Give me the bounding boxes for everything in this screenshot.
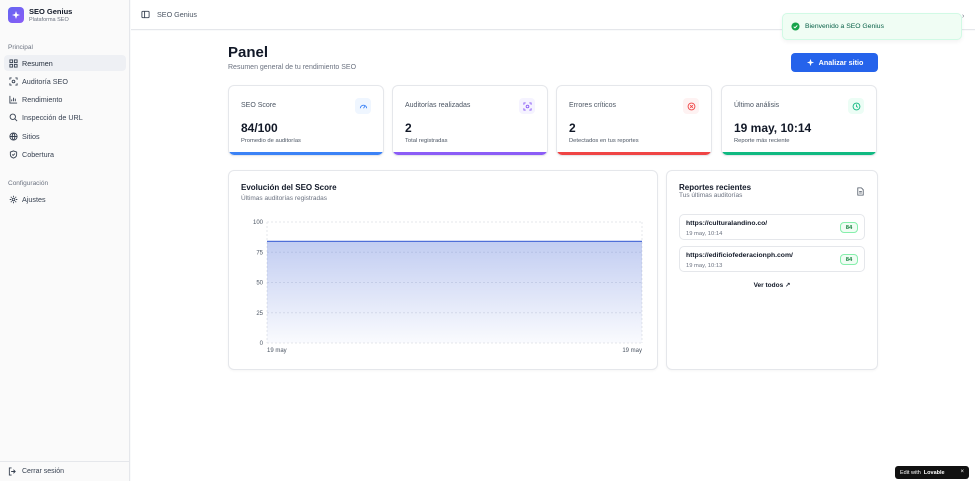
y-tick-label: 0 — [260, 341, 264, 347]
report-item[interactable]: https://edificiofederacionph.com/ 19 may… — [679, 246, 865, 272]
gear-icon — [8, 194, 18, 204]
logout-icon — [8, 467, 18, 477]
lovable-prefix: Edit with — [900, 469, 921, 476]
report-date: 19 may, 10:14 — [686, 231, 723, 237]
y-tick-label: 25 — [256, 311, 263, 317]
seo-score-chart-card: Evolución del SEO Score Últimas auditorí… — [228, 170, 658, 370]
report-url: https://edificiofederacionph.com/ — [686, 252, 793, 259]
nav-config: Ajustes — [4, 191, 126, 209]
clock-icon — [848, 98, 864, 114]
stat-value: 2 — [405, 121, 412, 135]
sparkles-icon — [8, 7, 24, 23]
sidebar-item-label: Rendimiento — [22, 95, 63, 105]
lovable-brand: Lovable — [923, 469, 945, 476]
stat-value: 19 may, 10:14 — [734, 121, 812, 135]
stat-label: Último análisis — [734, 102, 780, 109]
sidebar-item-label: Cobertura — [22, 149, 54, 159]
main-content: Panel Resumen general de tu rendimiento … — [131, 31, 975, 481]
sidebar-item-label: Inspección de URL — [22, 113, 83, 123]
globe-icon — [8, 131, 18, 141]
report-score-badge: 84 — [840, 254, 858, 265]
bar-chart-icon — [8, 95, 18, 105]
sidebar-item-resumen[interactable]: Resumen — [4, 55, 126, 71]
recent-reports-card: Reportes recientes Tus últimas auditoría… — [666, 170, 878, 370]
sidebar-item-ajustes[interactable]: Ajustes — [4, 191, 126, 207]
sidebar-item-cobertura[interactable]: Cobertura — [4, 146, 126, 162]
scan-icon — [519, 98, 535, 114]
stat-note: Reporte más reciente — [734, 138, 790, 144]
sidebar-item-sitios[interactable]: Sitios — [4, 128, 126, 144]
chart-area-fill — [267, 241, 642, 343]
report-url: https://culturalandino.co/ — [686, 220, 768, 227]
stat-value: 84/100 — [241, 121, 278, 135]
x-tick-label: 19 may — [267, 348, 287, 354]
report-item[interactable]: https://culturalandino.co/ 19 may, 10:14… — [679, 214, 865, 240]
sidebar-item-label: Resumen — [22, 58, 53, 68]
stat-label: Auditorías realizadas — [405, 102, 471, 109]
stat-accent-bar — [557, 152, 711, 155]
lovable-badge[interactable]: Edit with Lovable × — [895, 466, 969, 479]
y-tick-label: 50 — [256, 281, 263, 287]
stat-note: Detectados en tus reportes — [569, 138, 639, 144]
logout-label: Cerrar sesión — [22, 468, 65, 475]
chevron-right-icon[interactable]: › — [962, 13, 965, 20]
sidebar-item-auditoria[interactable]: Auditoría SEO — [4, 73, 126, 89]
brand-subtitle: Plataforma SEO — [29, 17, 69, 23]
view-all-link[interactable]: Ver todos ↗ — [753, 282, 791, 289]
brand[interactable]: SEO Genius Plataforma SEO — [0, 0, 129, 30]
breadcrumb: SEO Genius — [157, 10, 197, 19]
reports-subtitle: Tus últimas auditorías — [679, 192, 743, 199]
y-tick-label: 75 — [256, 250, 263, 256]
group-label-principal: Principal — [8, 44, 33, 51]
y-tick-label: 100 — [253, 220, 264, 226]
stat-card-seo-score: SEO Score 84/100 Promedio de auditorías — [228, 85, 384, 156]
brand-name: SEO Genius — [29, 7, 73, 16]
analyze-label: Analizar sitio — [818, 58, 864, 67]
sparkles-icon — [806, 58, 815, 67]
sidebar: SEO Genius Plataforma SEO Principal Resu… — [0, 0, 130, 481]
stat-label: Errores críticos — [569, 102, 617, 109]
logout-button[interactable]: Cerrar sesión — [0, 461, 130, 481]
stat-accent-bar — [229, 152, 383, 155]
stat-accent-bar — [722, 152, 876, 155]
welcome-toast: Bienvenido a SEO Genius — [782, 13, 962, 40]
chart-subtitle: Últimas auditorías registradas — [241, 195, 327, 202]
toast-message: Bienvenido a SEO Genius — [805, 23, 884, 30]
reports-title: Reportes recientes — [679, 183, 752, 192]
group-label-configuracion: Configuración — [8, 180, 49, 187]
nav-principal: Resumen Auditoría SEO Rendimiento Inspec… — [4, 55, 126, 165]
report-date: 19 may, 10:13 — [686, 263, 723, 269]
grid-icon — [8, 58, 18, 68]
stat-label: SEO Score — [241, 102, 277, 109]
stat-card-critical-errors: Errores críticos 2 Detectados en tus rep… — [556, 85, 712, 156]
scan-icon — [8, 76, 18, 86]
seo-score-chart: 0 25 50 75 100 19 may 19 may — [253, 220, 643, 354]
sidebar-toggle-icon[interactable] — [141, 10, 151, 20]
analyze-site-button[interactable]: Analizar sitio — [791, 53, 878, 72]
check-circle-icon — [791, 22, 800, 31]
x-tick-label: 19 may — [622, 348, 642, 354]
report-score-badge: 84 — [840, 222, 858, 233]
close-icon[interactable]: × — [960, 469, 964, 475]
shield-icon — [8, 149, 18, 159]
document-icon — [856, 183, 865, 196]
page-subtitle: Resumen general de tu rendimiento SEO — [228, 64, 357, 71]
chart-title: Evolución del SEO Score — [241, 183, 337, 192]
stat-accent-bar — [393, 152, 547, 155]
stat-card-last-analysis: Último análisis 19 may, 10:14 Reporte má… — [721, 85, 877, 156]
search-icon — [8, 113, 18, 123]
sidebar-item-label: Auditoría SEO — [22, 76, 68, 86]
sidebar-item-rendimiento[interactable]: Rendimiento — [4, 92, 126, 108]
stat-value: 2 — [569, 121, 576, 135]
sidebar-item-label: Sitios — [22, 131, 40, 141]
sidebar-item-label: Ajustes — [22, 194, 46, 204]
gauge-icon — [355, 98, 371, 114]
sidebar-item-inspeccion[interactable]: Inspección de URL — [4, 110, 126, 126]
page-title: Panel — [228, 44, 269, 61]
stat-note: Total registradas — [405, 138, 448, 144]
stat-card-audits: Auditorías realizadas 2 Total registrada… — [392, 85, 548, 156]
x-circle-icon — [683, 98, 699, 114]
stat-note: Promedio de auditorías — [241, 138, 301, 144]
